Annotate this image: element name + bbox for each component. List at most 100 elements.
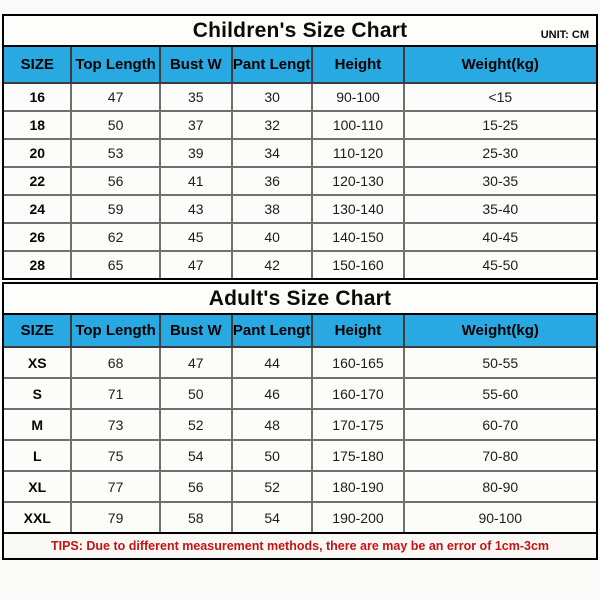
column-header-size: SIZE: [4, 47, 73, 84]
table-cell: 47: [158, 346, 233, 379]
column-header-size: SIZE: [4, 315, 73, 348]
table-row: 20 53 39 34 110-120 25-30: [4, 138, 596, 168]
table-cell: 18: [4, 110, 73, 140]
table-row: 22 56 41 36 120-130 30-35: [4, 166, 596, 196]
table-cell: 71: [70, 377, 161, 410]
table-cell: 56: [158, 470, 233, 503]
column-header-weight: Weight(kg): [402, 47, 596, 84]
table-cell: 150-160: [311, 250, 405, 278]
table-cell: 170-175: [311, 408, 405, 441]
table-cell: 41: [158, 166, 233, 196]
column-header-height: Height: [311, 315, 405, 348]
adult-header-row: SIZE Top Length Bust W Pant Length Heigh…: [4, 315, 596, 348]
tips-bar: TIPS: Due to different measurement metho…: [4, 532, 596, 558]
table-cell: 42: [230, 250, 314, 278]
unit-label: UNIT: CM: [540, 29, 589, 41]
table-row: 16 47 35 30 90-100 <15: [4, 82, 596, 112]
table-cell: 44: [230, 346, 314, 379]
table-cell: 39: [158, 138, 233, 168]
table-cell: 54: [230, 501, 314, 532]
table-cell: 55-60: [402, 377, 596, 410]
table-row: 28 65 47 42 150-160 45-50: [4, 250, 596, 278]
table-cell: 46: [230, 377, 314, 410]
table-cell: 90-100: [311, 82, 405, 112]
table-row: S 71 50 46 160-170 55-60: [4, 377, 596, 410]
table-cell: 75: [70, 439, 161, 472]
table-cell: 110-120: [311, 138, 405, 168]
table-cell: 35: [158, 82, 233, 112]
table-cell: 80-90: [402, 470, 596, 503]
table-cell: 45-50: [402, 250, 596, 278]
adult-size-chart-section: Adult's Size Chart SIZE Top Length Bust …: [2, 282, 598, 560]
table-row: XL 77 56 52 180-190 80-90: [4, 470, 596, 503]
adult-chart-title-bar: Adult's Size Chart: [4, 284, 596, 315]
table-cell: 22: [4, 166, 73, 196]
table-cell: 28: [4, 250, 73, 278]
table-cell: 40: [230, 222, 314, 252]
table-cell: 32: [230, 110, 314, 140]
table-row: M 73 52 48 170-175 60-70: [4, 408, 596, 441]
table-cell: 34: [230, 138, 314, 168]
table-cell: 40-45: [402, 222, 596, 252]
table-cell: 100-110: [311, 110, 405, 140]
table-row: XXL 79 58 54 190-200 90-100: [4, 501, 596, 532]
column-header-top-length: Top Length: [70, 47, 161, 84]
table-cell: 73: [70, 408, 161, 441]
table-cell: 90-100: [402, 501, 596, 532]
table-cell: 50: [70, 110, 161, 140]
table-cell: 30-35: [402, 166, 596, 196]
children-size-table: SIZE Top Length Bust W Pant Length Heigh…: [4, 47, 596, 278]
table-cell: 50: [158, 377, 233, 410]
table-cell: 37: [158, 110, 233, 140]
table-cell: 26: [4, 222, 73, 252]
table-cell: 35-40: [402, 194, 596, 224]
table-cell: 130-140: [311, 194, 405, 224]
table-cell: 47: [70, 82, 161, 112]
table-cell: XXL: [4, 501, 73, 532]
column-header-bust-w: Bust W: [158, 315, 233, 348]
table-cell: 190-200: [311, 501, 405, 532]
table-cell: 68: [70, 346, 161, 379]
table-row: 26 62 45 40 140-150 40-45: [4, 222, 596, 252]
table-cell: 20: [4, 138, 73, 168]
table-cell: 77: [70, 470, 161, 503]
table-cell: 53: [70, 138, 161, 168]
table-cell: 54: [158, 439, 233, 472]
table-cell: 52: [158, 408, 233, 441]
table-row: 18 50 37 32 100-110 15-25: [4, 110, 596, 140]
table-cell: S: [4, 377, 73, 410]
table-cell: 62: [70, 222, 161, 252]
table-cell: 180-190: [311, 470, 405, 503]
table-cell: 160-165: [311, 346, 405, 379]
column-header-weight: Weight(kg): [402, 315, 596, 348]
table-cell: 52: [230, 470, 314, 503]
table-cell: 38: [230, 194, 314, 224]
table-cell: 47: [158, 250, 233, 278]
table-cell: L: [4, 439, 73, 472]
table-row: L 75 54 50 175-180 70-80: [4, 439, 596, 472]
children-chart-title: Children's Size Chart: [192, 18, 408, 42]
table-cell: 48: [230, 408, 314, 441]
table-cell: 79: [70, 501, 161, 532]
table-row: 24 59 43 38 130-140 35-40: [4, 194, 596, 224]
children-header-row: SIZE Top Length Bust W Pant Length Heigh…: [4, 47, 596, 84]
column-header-height: Height: [311, 47, 405, 84]
table-cell: 36: [230, 166, 314, 196]
column-header-pant-length: Pant Length: [230, 315, 314, 348]
table-cell: XL: [4, 470, 73, 503]
children-size-chart-section: Children's Size Chart UNIT: CM SIZE Top …: [2, 14, 598, 280]
tips-text: TIPS: Due to different measurement metho…: [50, 539, 550, 553]
table-cell: <15: [402, 82, 596, 112]
table-cell: 160-170: [311, 377, 405, 410]
table-cell: 140-150: [311, 222, 405, 252]
table-row: XS 68 47 44 160-165 50-55: [4, 346, 596, 379]
size-chart-page: Children's Size Chart UNIT: CM SIZE Top …: [2, 14, 598, 560]
adult-size-table: SIZE Top Length Bust W Pant Length Heigh…: [4, 315, 596, 532]
adult-chart-title: Adult's Size Chart: [208, 286, 392, 310]
table-cell: 50: [230, 439, 314, 472]
table-cell: 30: [230, 82, 314, 112]
column-header-bust-w: Bust W: [158, 47, 233, 84]
table-cell: 70-80: [402, 439, 596, 472]
column-header-top-length: Top Length: [70, 315, 161, 348]
table-cell: 56: [70, 166, 161, 196]
